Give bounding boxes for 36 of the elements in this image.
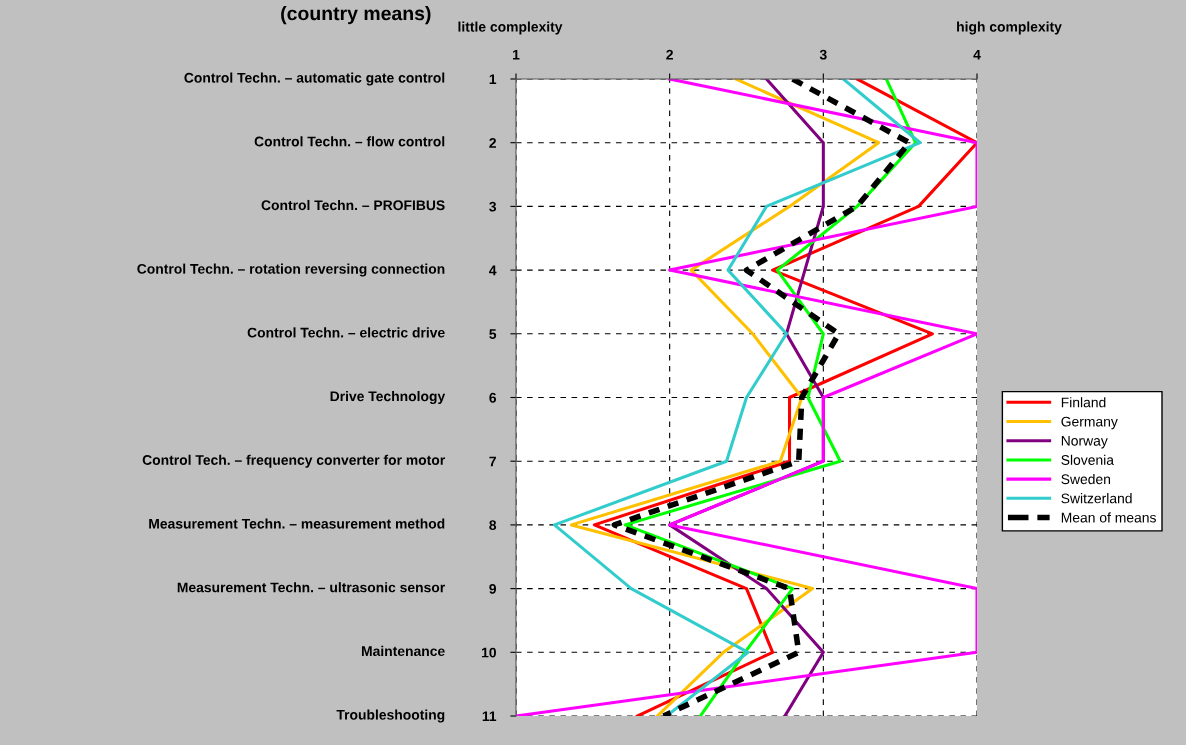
legend-label: Switzerland bbox=[1061, 493, 1132, 504]
y-tick-label: Maintenance bbox=[361, 645, 445, 657]
y2-tick-label: 5 bbox=[489, 329, 497, 339]
x-tick-label: 1 bbox=[513, 49, 520, 60]
legend-label: Germany bbox=[1061, 416, 1118, 430]
y-tick-label: Control Tech. – frequency converter for motor bbox=[142, 454, 445, 468]
text: high complexity bbox=[957, 21, 1062, 35]
x-tick-label: 3 bbox=[819, 49, 827, 60]
legend-label: Sweden bbox=[1061, 473, 1111, 485]
y2-tick-label: 7 bbox=[489, 456, 496, 467]
y2-tick-label: 4 bbox=[489, 265, 497, 276]
y-tick-label: Measurement Techn. – measurement method bbox=[149, 518, 445, 529]
y2-tick-label: 1 bbox=[489, 74, 497, 85]
legend-label: Finland bbox=[1061, 397, 1106, 408]
y2-tick-label: 11 bbox=[482, 711, 497, 722]
y2-tick-label: 9 bbox=[489, 583, 497, 594]
y2-tick-label: 3 bbox=[489, 201, 497, 212]
y-tick-label: Control Techn. – flow control bbox=[254, 136, 445, 147]
text: (country means) bbox=[281, 6, 431, 25]
y-tick-label: Control Techn. – automatic gate control bbox=[184, 72, 445, 86]
y-tick-label: Control Techn. – electric drive bbox=[247, 327, 445, 338]
y-tick-label: Measurement Techn. – ultrasonic sensor bbox=[177, 582, 445, 593]
y2-tick-label: 10 bbox=[481, 647, 496, 658]
y2-tick-label: 2 bbox=[489, 138, 496, 148]
legend-label: Norway bbox=[1061, 436, 1108, 449]
legend-label: Slovenia bbox=[1061, 454, 1114, 465]
y-tick-label: Troubleshooting bbox=[336, 709, 445, 723]
legend-label: Mean of means bbox=[1061, 512, 1156, 523]
text: little complexity bbox=[458, 21, 563, 35]
y-tick-label: Control Techn. – rotation reversing connection bbox=[137, 263, 445, 277]
y2-tick-label: 6 bbox=[489, 392, 497, 403]
x-tick-label: 2 bbox=[666, 49, 673, 60]
y-tick-label: Drive Technology bbox=[330, 391, 446, 404]
x-tick-label: 4 bbox=[973, 49, 981, 60]
y-tick-label: Control Techn. – PROFIBUS bbox=[261, 199, 445, 211]
y2-tick-label: 8 bbox=[489, 520, 497, 531]
